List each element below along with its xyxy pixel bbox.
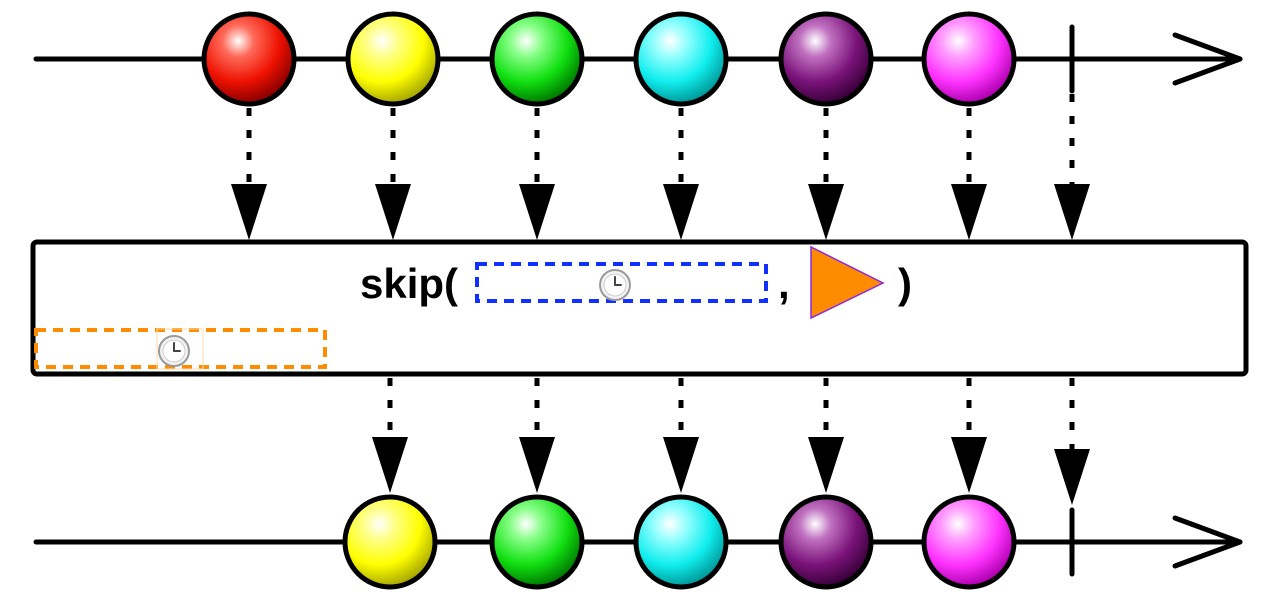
result-marble-yellow: [342, 494, 438, 590]
arrow-to-operator-green: [519, 108, 555, 240]
duration-parameter: [475, 262, 768, 303]
operator-to-result-arrows: [372, 378, 1090, 505]
arrow-to-result-yellow: [372, 378, 408, 493]
arrow-to-operator-completion: [1054, 94, 1090, 240]
source-marble-red: [201, 11, 297, 107]
clock-icon: [599, 269, 631, 301]
arrow-to-result-cyan: [663, 378, 699, 493]
skip-window-icon-frame: [156, 328, 204, 370]
operator-box-frame: [30, 239, 1249, 377]
source-marble-purple: [778, 11, 874, 107]
duration-parameter-box: [475, 262, 768, 303]
result-timeline-arrowhead: [1172, 515, 1243, 569]
operator-box: skip( , ): [30, 239, 1249, 377]
arrow-to-result-completion: [1054, 378, 1090, 505]
skip-window-box: [34, 328, 327, 369]
source-marble-green: [489, 11, 585, 107]
arrow-to-operator-cyan: [663, 108, 699, 240]
result-marble-cyan: [633, 494, 729, 590]
operator-separator: ,: [778, 260, 790, 307]
clock-icon: [158, 335, 190, 367]
operator-close-paren: ): [898, 260, 912, 307]
operator-name: skip(: [360, 260, 458, 307]
source-timeline: [33, 11, 1243, 107]
source-to-operator-arrows: [231, 94, 1090, 240]
arrow-to-operator-purple: [808, 108, 844, 240]
triangle-play-icon: [810, 245, 885, 320]
arrow-to-result-purple: [808, 378, 844, 493]
result-timeline: [33, 494, 1243, 590]
arrow-to-operator-yellow: [375, 108, 411, 240]
arrow-to-operator-red: [231, 108, 267, 240]
arrow-to-result-green: [519, 378, 555, 493]
source-marble-magenta: [921, 11, 1017, 107]
result-marble-magenta: [921, 494, 1017, 590]
skip-window: [34, 328, 327, 370]
source-timeline-arrowhead: [1172, 32, 1243, 86]
result-marble-purple: [778, 494, 874, 590]
source-marble-yellow: [345, 11, 441, 107]
source-marble-cyan: [633, 11, 729, 107]
arrow-to-operator-magenta: [951, 108, 987, 240]
arrow-to-result-magenta: [951, 378, 987, 493]
result-marble-green: [489, 494, 585, 590]
